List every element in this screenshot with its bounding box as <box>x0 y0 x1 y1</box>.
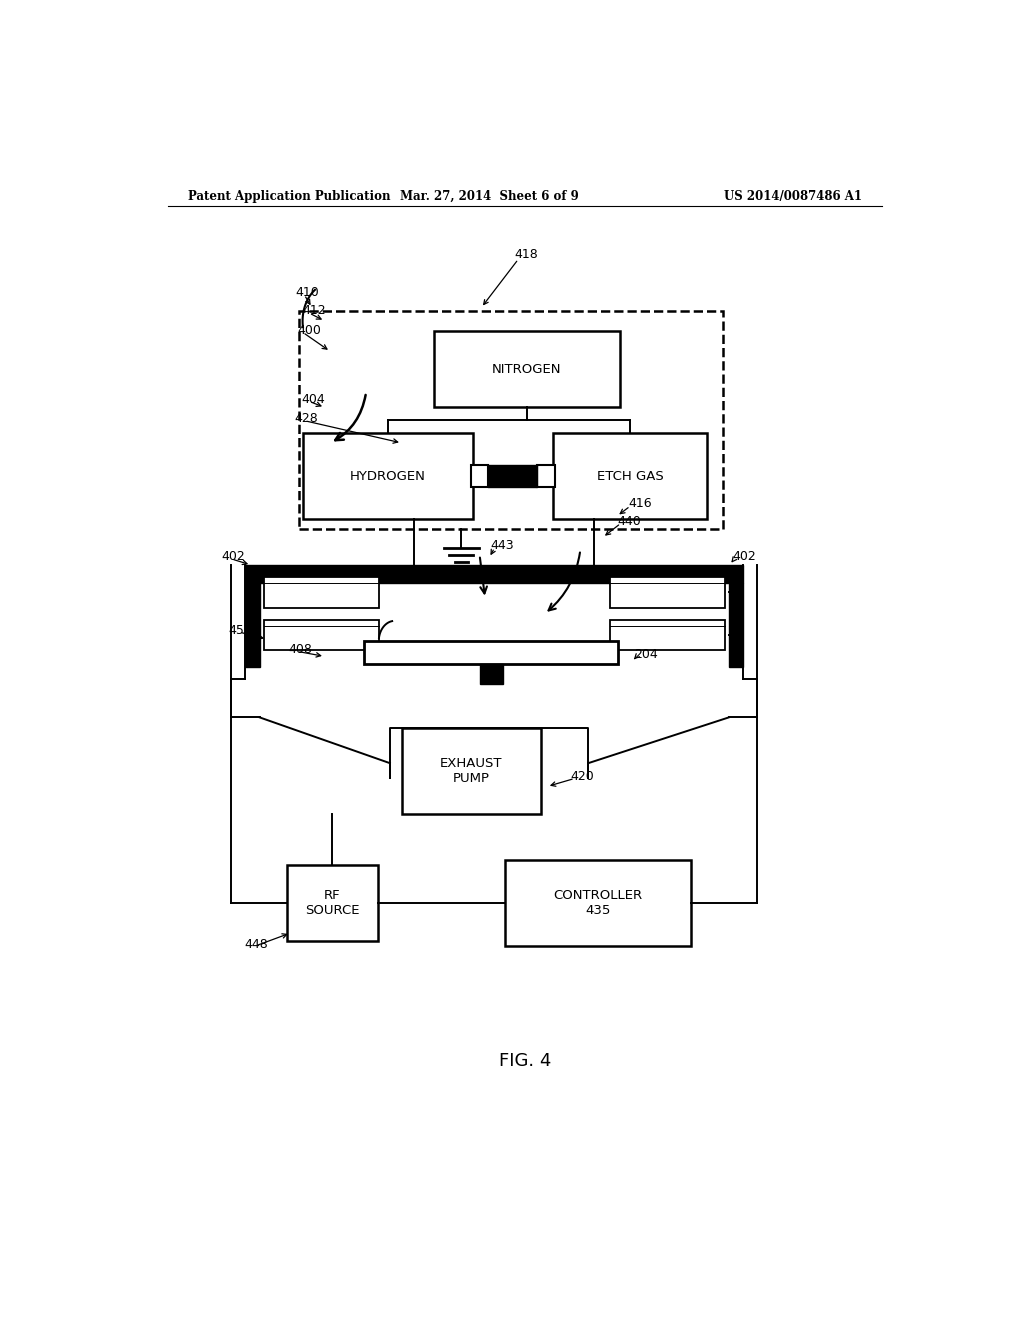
Bar <box>538 465 555 487</box>
Text: Mar. 27, 2014  Sheet 6 of 9: Mar. 27, 2014 Sheet 6 of 9 <box>399 190 579 202</box>
Text: RF
SOURCE: RF SOURCE <box>305 888 359 917</box>
Text: Patent Application Publication: Patent Application Publication <box>187 190 390 202</box>
Bar <box>303 433 473 519</box>
Polygon shape <box>729 583 743 667</box>
Text: 420: 420 <box>570 770 595 783</box>
Bar <box>505 859 691 946</box>
Text: 410: 410 <box>296 286 319 300</box>
Text: FIG. 4: FIG. 4 <box>499 1052 551 1071</box>
Bar <box>287 865 378 941</box>
Bar <box>433 331 620 408</box>
Bar <box>609 620 725 651</box>
Text: 443: 443 <box>489 539 513 552</box>
Text: 416: 416 <box>628 498 651 511</box>
Text: 412: 412 <box>303 305 327 317</box>
Polygon shape <box>246 565 743 583</box>
Text: NITROGEN: NITROGEN <box>493 363 561 376</box>
Text: 440: 440 <box>617 515 641 528</box>
Bar <box>264 620 379 651</box>
Text: 400: 400 <box>297 323 321 337</box>
Bar <box>365 642 618 664</box>
Text: 402: 402 <box>733 550 757 564</box>
Bar <box>609 577 725 607</box>
Text: HYDROGEN: HYDROGEN <box>350 470 426 483</box>
Bar <box>299 312 723 529</box>
Bar <box>401 727 541 814</box>
Text: 418: 418 <box>514 248 539 261</box>
Text: 402: 402 <box>221 550 246 564</box>
Text: 448: 448 <box>245 937 268 950</box>
Bar <box>553 433 708 519</box>
Text: 452: 452 <box>228 623 253 636</box>
Text: 404: 404 <box>301 393 325 405</box>
Text: 428: 428 <box>295 412 318 425</box>
Bar <box>471 465 488 487</box>
Text: 408: 408 <box>289 643 312 656</box>
Text: 204: 204 <box>634 648 658 661</box>
Text: US 2014/0087486 A1: US 2014/0087486 A1 <box>724 190 862 202</box>
Text: EXHAUST
PUMP: EXHAUST PUMP <box>440 756 503 785</box>
Text: ETCH GAS: ETCH GAS <box>597 470 664 483</box>
Polygon shape <box>479 664 504 684</box>
Text: CONTROLLER
435: CONTROLLER 435 <box>554 888 643 917</box>
Polygon shape <box>246 583 260 667</box>
Bar <box>264 577 379 607</box>
